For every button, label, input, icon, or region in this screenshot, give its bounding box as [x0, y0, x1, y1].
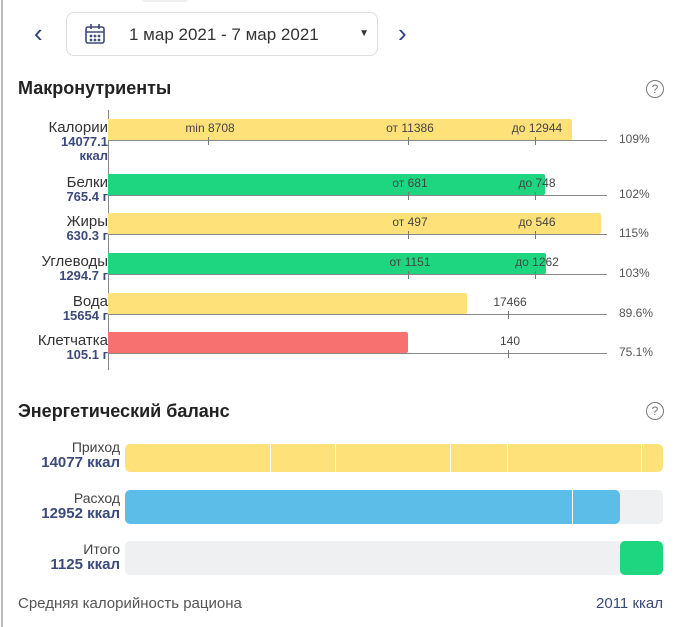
macro-bar — [108, 174, 545, 195]
macro-name: Клетчатка — [37, 332, 108, 349]
macro-label: Жиры 630.3 г — [66, 213, 108, 243]
macro-name: Углеводы — [41, 253, 108, 270]
macros-axis — [108, 110, 109, 370]
energy-label: Итого 1125 ккал — [50, 541, 120, 573]
avg-calories-label: Средняя калорийность рациона — [18, 595, 242, 612]
macro-tick-label: от 681 — [392, 176, 428, 190]
macro-baseline — [108, 314, 607, 315]
macros-help-icon[interactable]: ? — [646, 80, 664, 98]
energy-name: Итого — [83, 541, 120, 557]
macro-baseline — [108, 195, 607, 196]
macro-name: Вода — [72, 293, 108, 310]
energy-value: 1125 ккал — [50, 556, 120, 573]
macro-percent: 109% — [619, 132, 650, 146]
macro-tick — [408, 231, 409, 239]
macro-label: Вода 15654 г — [62, 293, 108, 323]
macro-percent: 75.1% — [619, 345, 654, 359]
macro-tick-label: до 748 — [518, 176, 556, 190]
energy-bar — [125, 444, 663, 472]
macros-title: Макронутриенты — [18, 78, 172, 98]
macro-tick-label: от 497 — [392, 215, 428, 229]
macro-baseline — [108, 234, 607, 235]
date-range-picker[interactable]: 1 мар 2021 - 7 мар 2021 ▼ — [66, 12, 378, 56]
macro-tick — [508, 311, 509, 319]
macro-baseline — [108, 274, 607, 275]
macro-value: 630.3 г — [66, 228, 108, 243]
energy-segment-divider — [449, 444, 451, 472]
macro-value: 1294.7 г — [59, 268, 108, 283]
macro-tick — [408, 137, 409, 145]
macro-label: Калории 14077.1 ккал — [48, 119, 108, 163]
energy-bar — [125, 541, 663, 575]
macro-percent: 103% — [619, 266, 650, 280]
macro-value: 15654 г — [62, 308, 108, 323]
chevron-right-icon[interactable]: › — [398, 18, 407, 48]
macro-label: Клетчатка 105.1 г — [37, 332, 108, 362]
macro-tick-label: до 12944 — [511, 121, 563, 135]
macro-tick — [535, 271, 536, 279]
dropdown-arrow-icon: ▼ — [359, 28, 369, 39]
macro-value: 105.1 г — [66, 347, 108, 362]
macro-tick-label: min 8708 — [185, 121, 235, 135]
chevron-left-icon[interactable]: ‹ — [34, 18, 43, 48]
energy-name: Расход — [73, 490, 120, 506]
macro-name: Белки — [66, 174, 108, 191]
energy-value: 14077 ккал — [41, 454, 120, 471]
macro-label: Белки 765.4 г — [66, 174, 108, 204]
macro-baseline — [108, 140, 607, 141]
energy-segment-divider — [640, 444, 642, 472]
energy-segment-divider — [270, 444, 272, 472]
macro-tick — [535, 231, 536, 239]
macro-tick-label: до 546 — [518, 215, 556, 229]
energy-segment-divider — [507, 444, 509, 472]
energy-name: Приход — [71, 439, 120, 455]
energy-fill — [125, 490, 620, 524]
macro-tick — [408, 271, 409, 279]
energy-value: 12952 ккал — [41, 505, 120, 522]
energy-segment-divider — [572, 490, 574, 524]
macro-value: 14077.1 — [61, 134, 108, 149]
energy-label: Приход 14077 ккал — [41, 439, 120, 471]
energy-title: Энергетический баланс — [18, 401, 230, 421]
top-handle — [140, 0, 190, 2]
macro-bar — [108, 293, 467, 314]
date-range-value: 1 мар 2021 - 7 мар 2021 — [129, 25, 319, 44]
energy-segment-divider — [335, 444, 337, 472]
energy-help-icon[interactable]: ? — [646, 402, 664, 420]
macro-tick-label: от 11386 — [386, 121, 434, 135]
macro-bar — [108, 119, 573, 140]
macro-unit: ккал — [79, 148, 108, 163]
macro-tick — [535, 137, 536, 145]
macro-value: 765.4 г — [66, 189, 108, 204]
macro-bar — [108, 253, 547, 274]
macro-tick-label: от 1151 — [389, 255, 431, 269]
macro-label: Углеводы 1294.7 г — [41, 253, 108, 283]
macro-tick-label: до 1262 — [515, 255, 559, 269]
calendar-icon — [85, 24, 105, 44]
energy-fill — [125, 444, 663, 472]
macro-percent: 102% — [619, 187, 650, 201]
macro-tick — [408, 192, 409, 200]
macro-tick-label: 140 — [499, 334, 521, 348]
macro-tick — [208, 137, 209, 145]
macro-tick-label: 17466 — [493, 295, 527, 309]
macro-percent: 115% — [619, 226, 649, 240]
panel-border — [1, 0, 3, 627]
macro-percent: 89.6% — [619, 306, 654, 320]
energy-fill — [620, 541, 663, 575]
energy-label: Расход 12952 ккал — [41, 490, 120, 522]
macro-tick — [508, 350, 509, 358]
macro-name: Жиры — [66, 213, 108, 230]
macro-bar — [108, 332, 409, 353]
energy-bar — [125, 490, 663, 524]
macro-name: Калории — [48, 119, 108, 136]
macro-tick — [535, 192, 536, 200]
macro-bar — [108, 213, 601, 234]
avg-calories-value: 2011 ккал — [596, 595, 663, 612]
macro-baseline — [108, 353, 607, 354]
